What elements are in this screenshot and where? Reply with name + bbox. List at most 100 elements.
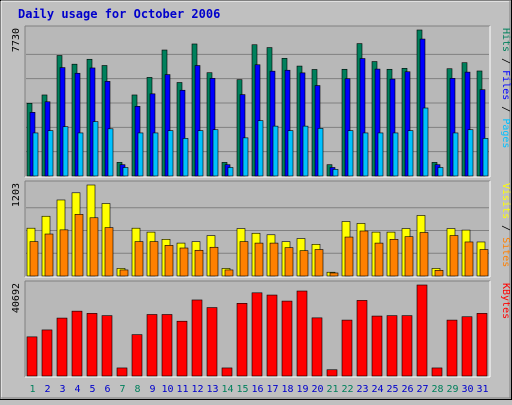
x-tick-label-day-11: 11 — [176, 384, 188, 395]
series-label-sites: Sites — [500, 237, 511, 267]
bar-kbytes-day-7 — [116, 367, 128, 377]
bar-sites-day-12 — [194, 249, 204, 277]
bar-pages-day-11 — [182, 138, 189, 177]
bar-kbytes-day-18 — [281, 300, 293, 377]
bar-sites-day-23 — [359, 230, 369, 277]
bar-files-day-27 — [419, 38, 426, 177]
y-max-label: 1203 — [11, 183, 22, 207]
bar-sites-day-29 — [449, 235, 459, 277]
chart-title: Daily usage for October 2006 — [18, 7, 220, 21]
y-max-label: 40692 — [11, 283, 22, 313]
bar-files-day-19 — [299, 72, 306, 177]
bar-sites-day-22 — [344, 236, 354, 277]
y-max-label: 7730 — [11, 28, 22, 52]
x-tick-label-day-10: 10 — [161, 384, 173, 395]
chart-panels: 7730 Hits / Files / Pages 1203 Visits / Sit… — [11, 25, 511, 378]
bar-files-day-25 — [389, 78, 396, 177]
bar-files-day-23 — [359, 58, 366, 177]
bar-kbytes-day-27 — [416, 284, 428, 377]
x-tick-label-day-3: 3 — [59, 384, 65, 395]
bar-files-day-26 — [404, 71, 411, 177]
bar-sites-day-2 — [44, 233, 54, 277]
bar-sites-day-1 — [29, 241, 39, 277]
bar-kbytes-day-22 — [341, 319, 353, 377]
x-tick-label-day-22: 22 — [341, 384, 353, 395]
bar-sites-day-11 — [179, 247, 189, 277]
x-tick-label-day-13: 13 — [206, 384, 218, 395]
x-tick-label-day-5: 5 — [89, 384, 95, 395]
bar-sites-day-31 — [479, 249, 489, 277]
bar-pages-day-30 — [467, 129, 474, 177]
bar-kbytes-day-25 — [386, 315, 398, 377]
bar-kbytes-day-3 — [56, 317, 68, 377]
bar-files-day-15 — [239, 94, 246, 177]
bar-kbytes-day-13 — [206, 307, 218, 377]
bar-pages-day-25 — [392, 132, 399, 177]
bar-kbytes-day-14 — [221, 367, 233, 377]
x-tick-label-day-4: 4 — [74, 384, 80, 395]
bar-pages-day-20 — [317, 128, 324, 177]
series-label-kbytes: KBytes — [500, 283, 511, 319]
bar-kbytes-day-19 — [296, 290, 308, 377]
bar-pages-day-14 — [227, 167, 234, 177]
bar-kbytes-day-4 — [71, 310, 83, 377]
bar-sites-day-24 — [374, 242, 384, 277]
bar-pages-day-5 — [92, 121, 99, 177]
bar-sites-day-18 — [284, 247, 294, 277]
x-tick-label-day-15: 15 — [236, 384, 248, 395]
bar-pages-day-13 — [212, 129, 219, 177]
bar-kbytes-day-6 — [101, 315, 113, 377]
bar-pages-day-2 — [47, 130, 54, 177]
bar-kbytes-day-29 — [446, 319, 458, 377]
bar-kbytes-day-5 — [86, 313, 98, 377]
bar-pages-day-4 — [77, 132, 84, 177]
bar-files-day-30 — [464, 71, 471, 177]
bar-pages-day-15 — [242, 137, 249, 177]
bar-sites-day-19 — [299, 250, 309, 277]
x-tick-label-day-17: 17 — [266, 384, 278, 395]
series-label-hits: Hits — [500, 28, 511, 52]
x-tick-label-day-29: 29 — [446, 384, 458, 395]
bar-kbytes-day-1 — [26, 336, 38, 377]
bar-pages-day-31 — [482, 138, 489, 177]
x-tick-label-day-18: 18 — [281, 384, 293, 395]
bar-pages-day-24 — [377, 132, 384, 177]
bar-pages-day-21 — [332, 169, 339, 177]
bar-sites-day-4 — [74, 214, 84, 277]
bar-kbytes-day-16 — [251, 292, 263, 377]
bar-kbytes-day-10 — [161, 314, 173, 377]
bar-pages-day-9 — [152, 132, 159, 177]
x-tick-label-day-19: 19 — [296, 384, 308, 395]
bar-kbytes-day-21 — [326, 369, 338, 377]
bar-sites-day-15 — [239, 241, 249, 277]
bar-sites-day-17 — [269, 242, 279, 277]
series-label-group: Visits / Sites — [500, 183, 511, 267]
x-tick-label-day-9: 9 — [149, 384, 155, 395]
bar-sites-day-13 — [209, 246, 219, 277]
series-label-files: Files — [500, 70, 511, 100]
bar-pages-day-29 — [452, 132, 459, 177]
series-label-group: Hits / Files / Pages — [500, 28, 511, 148]
bar-kbytes-day-8 — [131, 334, 143, 377]
bar-kbytes-day-23 — [356, 300, 368, 377]
x-tick-label-day-28: 28 — [431, 384, 443, 395]
x-tick-label-day-2: 2 — [44, 384, 50, 395]
bar-sites-day-10 — [164, 245, 174, 277]
bar-sites-day-20 — [314, 249, 324, 277]
bar-files-day-18 — [284, 69, 291, 177]
bar-kbytes-day-11 — [176, 320, 188, 377]
x-tick-label-day-16: 16 — [251, 384, 263, 395]
bar-kbytes-day-17 — [266, 294, 278, 377]
bar-kbytes-day-24 — [371, 315, 383, 377]
bar-sites-day-21 — [329, 272, 339, 277]
bar-pages-day-8 — [137, 132, 144, 177]
bar-pages-day-7 — [122, 167, 129, 177]
series-label-separator: / — [500, 100, 511, 118]
bar-sites-day-3 — [59, 229, 69, 277]
bar-files-day-11 — [179, 89, 186, 177]
bar-files-day-12 — [194, 65, 201, 177]
bar-pages-day-17 — [272, 125, 279, 177]
bar-pages-day-12 — [197, 130, 204, 177]
bar-pages-day-27 — [422, 107, 429, 177]
